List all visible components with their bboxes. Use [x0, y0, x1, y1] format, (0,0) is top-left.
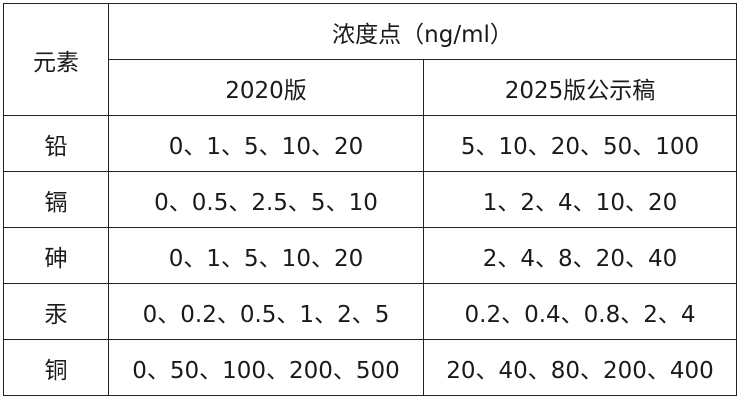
value-2020-cell: 0、1、5、10、20	[108, 227, 424, 284]
element-cell: 砷	[3, 227, 109, 284]
value-2025-cell: 2、4、8、20、40	[422, 227, 738, 284]
value-2025-cell: 20、40、80、200、400	[422, 339, 738, 396]
value-2020-cell: 0、0.5、2.5、5、10	[108, 171, 424, 228]
element-cell: 镉	[3, 171, 109, 228]
table-row: 铅 0、1、5、10、20 5、10、20、50、100	[3, 115, 738, 172]
element-cell: 铜	[3, 339, 109, 396]
table-row: 铜 0、50、100、200、500 20、40、80、200、400	[3, 339, 738, 396]
table-row: 镉 0、0.5、2.5、5、10 1、2、4、10、20	[3, 171, 738, 228]
header-row-top: 元素 浓度点（ng/ml）	[3, 3, 738, 116]
concentration-table: 元素 浓度点（ng/ml） 2020版 2025版公示稿 铅 0、1、5、10、…	[3, 3, 738, 396]
header-element: 元素	[3, 3, 109, 116]
header-version-2020: 2020版	[108, 59, 424, 116]
header-row-versions: 2020版 2025版公示稿	[4, 59, 738, 116]
element-cell: 铅	[3, 115, 109, 172]
value-2025-cell: 0.2、0.4、0.8、2、4	[422, 283, 738, 340]
element-cell: 汞	[3, 283, 109, 340]
value-2020-cell: 0、1、5、10、20	[108, 115, 424, 172]
table-row: 砷 0、1、5、10、20 2、4、8、20、40	[3, 227, 738, 284]
value-2025-cell: 1、2、4、10、20	[422, 171, 738, 228]
value-2025-cell: 5、10、20、50、100	[422, 115, 738, 172]
value-2020-cell: 0、0.2、0.5、1、2、5	[108, 283, 424, 340]
value-2020-cell: 0、50、100、200、500	[108, 339, 424, 396]
table-row: 汞 0、0.2、0.5、1、2、5 0.2、0.4、0.8、2、4	[3, 283, 738, 340]
header-concentration: 浓度点（ng/ml）	[107, 3, 738, 60]
header-version-2025: 2025版公示稿	[422, 59, 738, 116]
